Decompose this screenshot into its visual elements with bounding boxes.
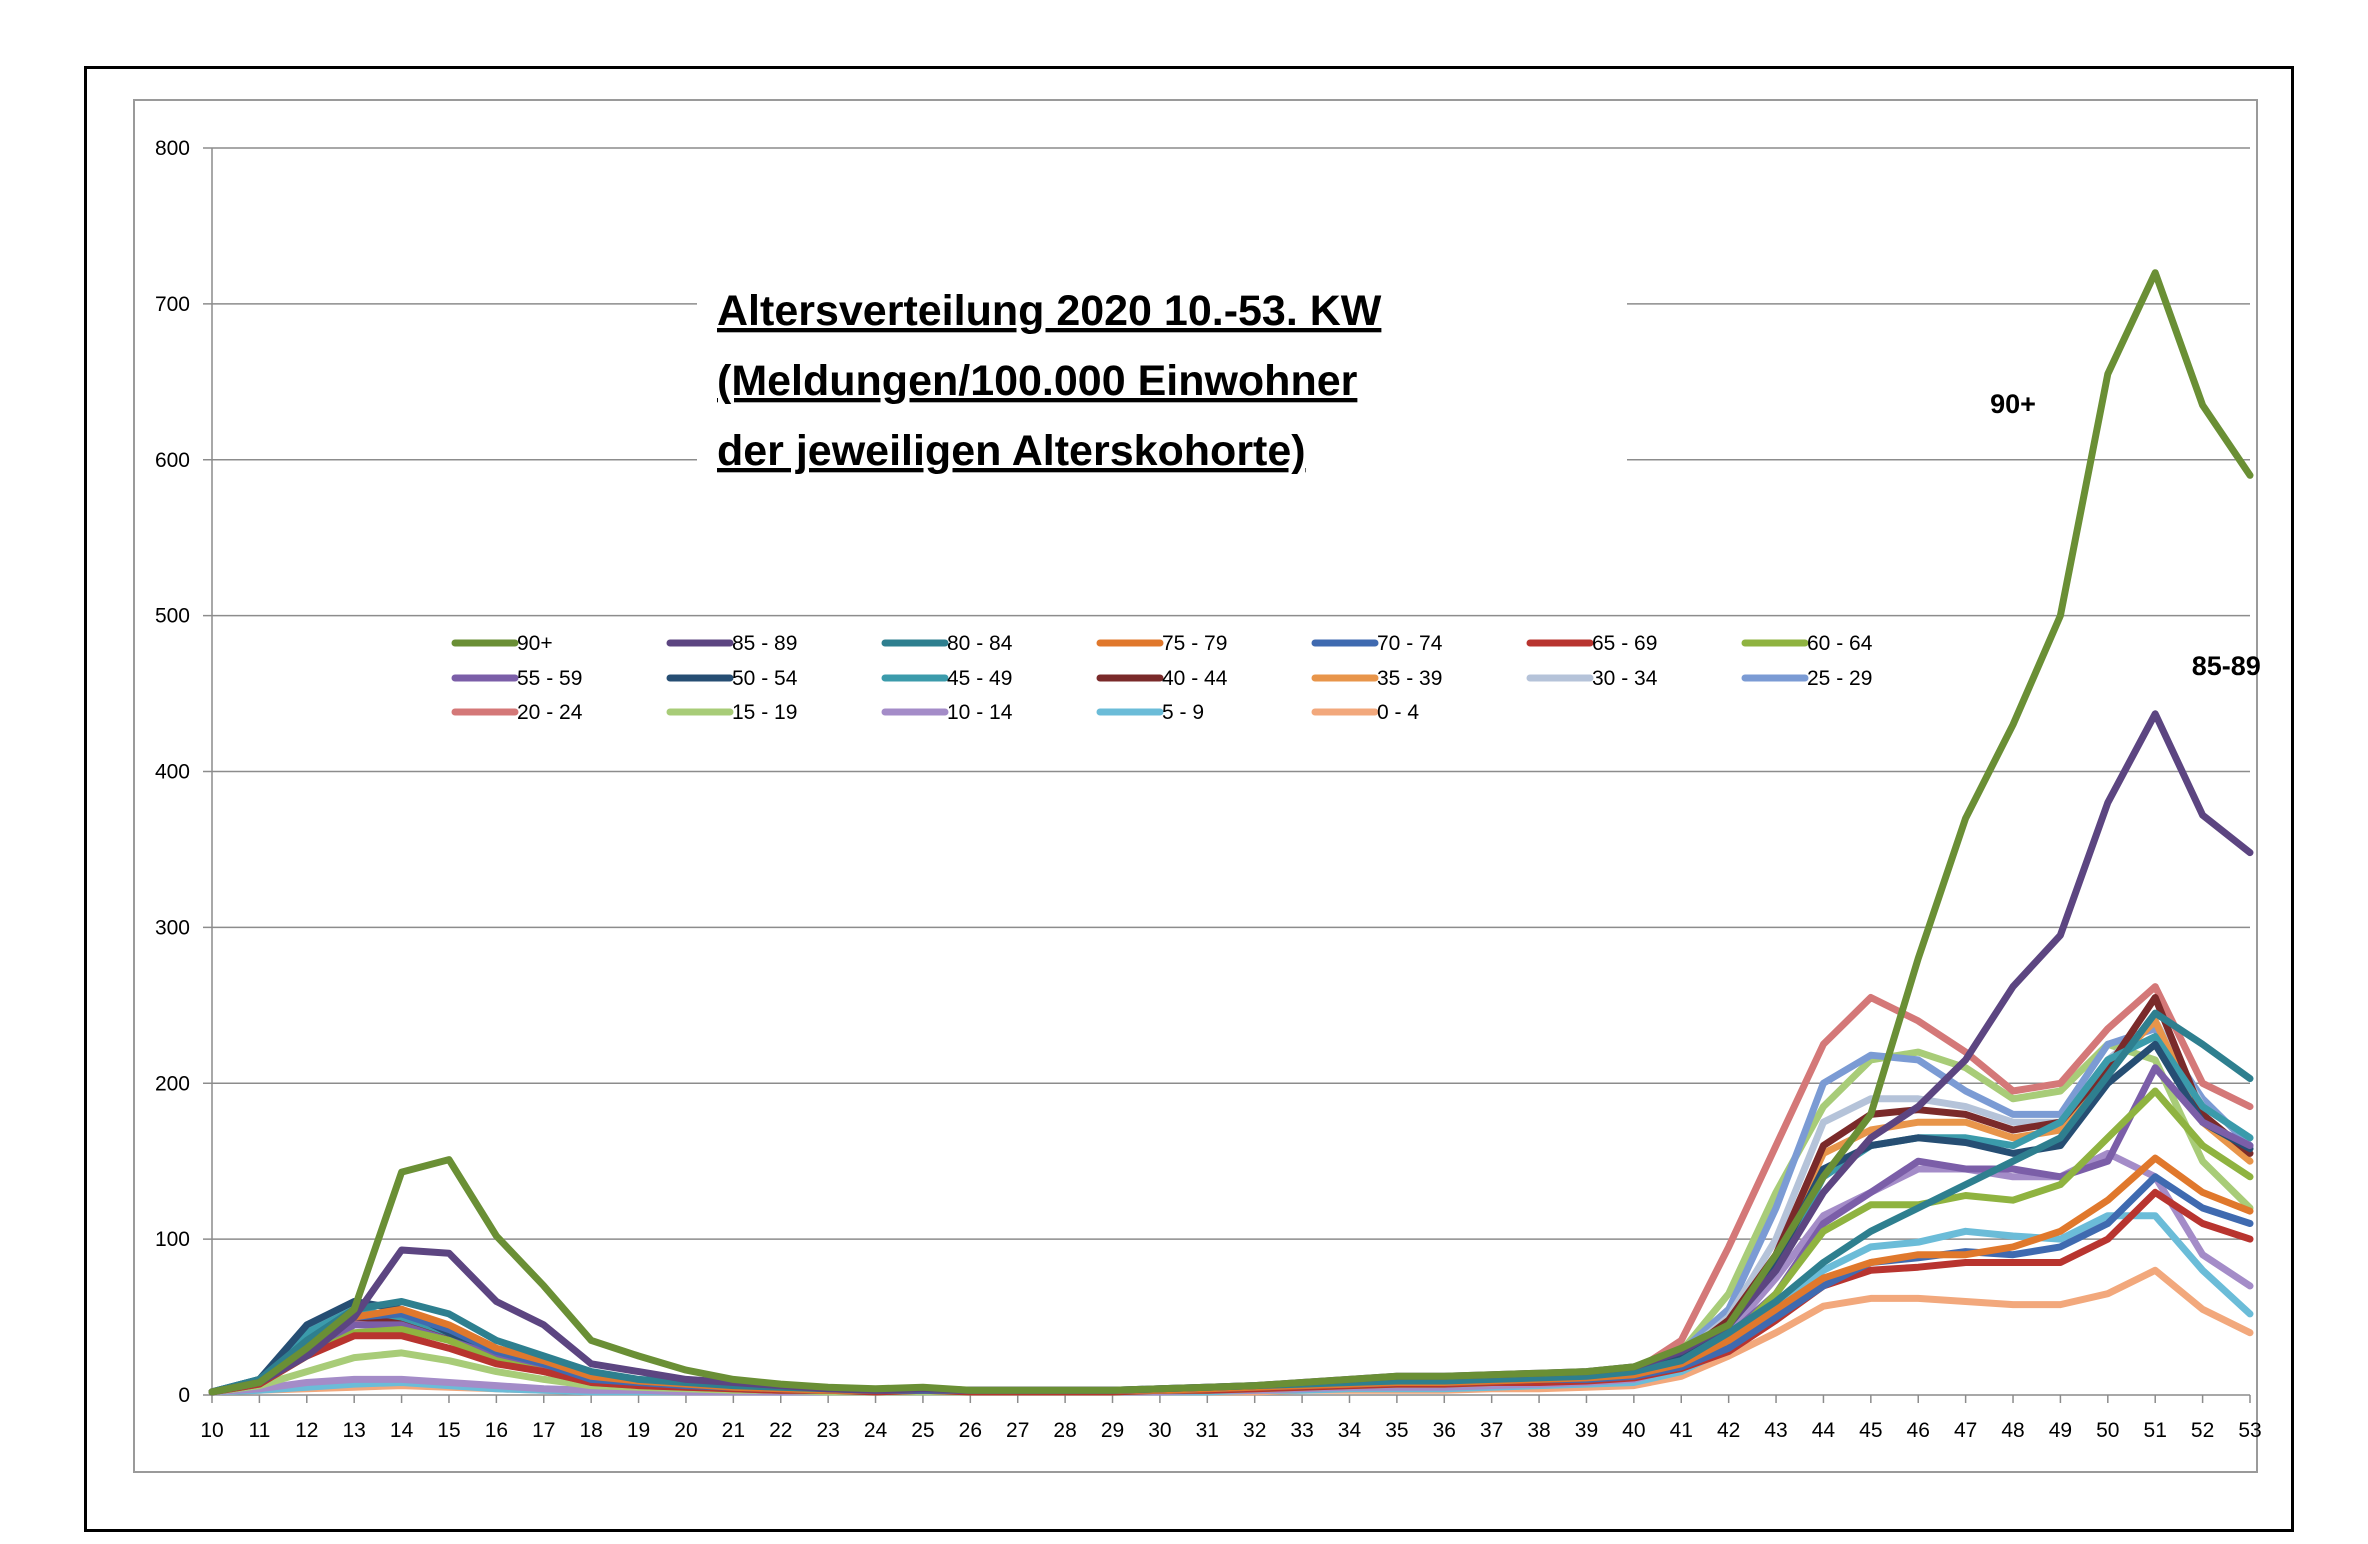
legend: 90+ 85 - 89 80 - 84 75 - 79 70 - 74 65 - 69 60… xyxy=(451,632,1873,724)
legend-label: 85 - 89 xyxy=(732,632,797,655)
x-tick-label: 50 xyxy=(2096,1419,2119,1442)
legend-label: 25 - 29 xyxy=(1807,667,1872,690)
legend-label: 30 - 34 xyxy=(1592,667,1658,690)
legend-label: 80 - 84 xyxy=(947,632,1013,655)
x-tick-label: 14 xyxy=(390,1419,414,1442)
x-tick-label: 38 xyxy=(1527,1419,1550,1442)
x-tick-label: 28 xyxy=(1053,1419,1076,1442)
x-tick-label: 12 xyxy=(295,1419,318,1442)
x-tick-label: 20 xyxy=(674,1419,697,1442)
x-tick-label: 11 xyxy=(248,1419,270,1442)
x-tick-label: 30 xyxy=(1148,1419,1171,1442)
legend-label: 10 - 14 xyxy=(947,701,1013,724)
x-tick-label: 48 xyxy=(2001,1419,2024,1442)
title-background xyxy=(697,259,1627,559)
x-tick-label: 49 xyxy=(2049,1419,2072,1442)
x-tick-label: 43 xyxy=(1764,1419,1787,1442)
x-tick-label: 15 xyxy=(437,1419,460,1442)
x-tick-label: 41 xyxy=(1670,1419,1693,1442)
series-lines xyxy=(208,269,2254,1396)
x-tick-label: 40 xyxy=(1622,1419,1645,1442)
legend-label: 60 - 64 xyxy=(1807,632,1873,655)
x-tick-label: 46 xyxy=(1907,1419,1930,1442)
x-tick-label: 25 xyxy=(911,1419,934,1442)
x-tick-label: 17 xyxy=(532,1419,555,1442)
x-tick-label: 19 xyxy=(627,1419,650,1442)
x-tick-label: 47 xyxy=(1954,1419,1977,1442)
x-tick-label: 24 xyxy=(864,1419,888,1442)
series-annotation: 85-89 xyxy=(2192,651,2261,681)
y-tick-label: 200 xyxy=(155,1072,190,1095)
legend-label: 45 - 49 xyxy=(947,667,1012,690)
series-line-90plus xyxy=(208,269,2254,1396)
chart-title: Altersverteilung 2020 10.-53. KW (Meldung… xyxy=(697,259,1627,559)
x-tick-label: 26 xyxy=(959,1419,982,1442)
legend-label: 20 - 24 xyxy=(517,701,583,724)
legend-label: 40 - 44 xyxy=(1162,667,1228,690)
x-tick-label: 44 xyxy=(1812,1419,1836,1442)
x-tick-label: 39 xyxy=(1575,1419,1598,1442)
legend-label: 5 - 9 xyxy=(1162,701,1204,724)
annotations: 90+ 85-89 xyxy=(1990,389,2261,681)
y-tick-label: 800 xyxy=(155,137,190,160)
x-tick-label: 27 xyxy=(1006,1419,1029,1442)
x-tick-label: 45 xyxy=(1859,1419,1882,1442)
x-tick-label: 32 xyxy=(1243,1419,1266,1442)
x-tick-label: 13 xyxy=(343,1419,366,1442)
x-tick-label: 36 xyxy=(1433,1419,1456,1442)
x-tick-label: 23 xyxy=(816,1419,839,1442)
x-tick-label: 16 xyxy=(485,1419,508,1442)
legend-label: 65 - 69 xyxy=(1592,632,1657,655)
x-tick-label: 42 xyxy=(1717,1419,1740,1442)
legend-label: 15 - 19 xyxy=(732,701,797,724)
line-chart: 0 100 200 300 400 500 600 700 800 10 11 12 13 14 15 16 1… xyxy=(133,99,2262,1473)
x-tick-label: 31 xyxy=(1196,1419,1219,1442)
series-annotation: 90+ xyxy=(1990,389,2036,419)
y-tick-label: 400 xyxy=(155,761,190,784)
y-tick-label: 0 xyxy=(178,1384,190,1407)
x-tick-label: 53 xyxy=(2238,1419,2261,1442)
legend-label: 0 - 4 xyxy=(1377,701,1419,724)
y-tick-label: 500 xyxy=(155,605,190,628)
legend-label: 90+ xyxy=(517,632,553,655)
x-tick-label: 52 xyxy=(2191,1419,2214,1442)
chart-frame: 0 100 200 300 400 500 600 700 800 10 11 12 13 14 15 16 1… xyxy=(84,66,2294,1532)
y-tick-label: 100 xyxy=(155,1228,190,1251)
axes: 0 100 200 300 400 500 600 700 800 10 11 12 13 14 15 16 1… xyxy=(155,137,2262,1442)
x-tick-label: 18 xyxy=(579,1419,602,1442)
x-tick-label: 34 xyxy=(1338,1419,1362,1442)
legend-label: 35 - 39 xyxy=(1377,667,1442,690)
y-tick-label: 700 xyxy=(155,293,190,316)
legend-label: 70 - 74 xyxy=(1377,632,1443,655)
y-tick-label: 600 xyxy=(155,449,190,472)
legend-label: 50 - 54 xyxy=(732,667,798,690)
legend-label: 55 - 59 xyxy=(517,667,582,690)
x-tick-label: 21 xyxy=(722,1419,745,1442)
x-tick-label: 22 xyxy=(769,1419,792,1442)
legend-label: 75 - 79 xyxy=(1162,632,1227,655)
x-tick-label: 33 xyxy=(1290,1419,1313,1442)
x-tick-label: 51 xyxy=(2144,1419,2167,1442)
chart-title-line: (Meldungen/100.000 Einwohner xyxy=(717,357,1358,405)
chart-title-line: der jeweiligen Alterskohorte) xyxy=(717,427,1306,475)
chart-title-line: Altersverteilung 2020 10.-53. KW xyxy=(717,287,1382,335)
x-tick-label: 29 xyxy=(1101,1419,1124,1442)
x-tick-label: 35 xyxy=(1385,1419,1408,1442)
y-tick-label: 300 xyxy=(155,916,190,939)
x-tick-label: 37 xyxy=(1480,1419,1503,1442)
x-tick-label: 10 xyxy=(200,1419,223,1442)
